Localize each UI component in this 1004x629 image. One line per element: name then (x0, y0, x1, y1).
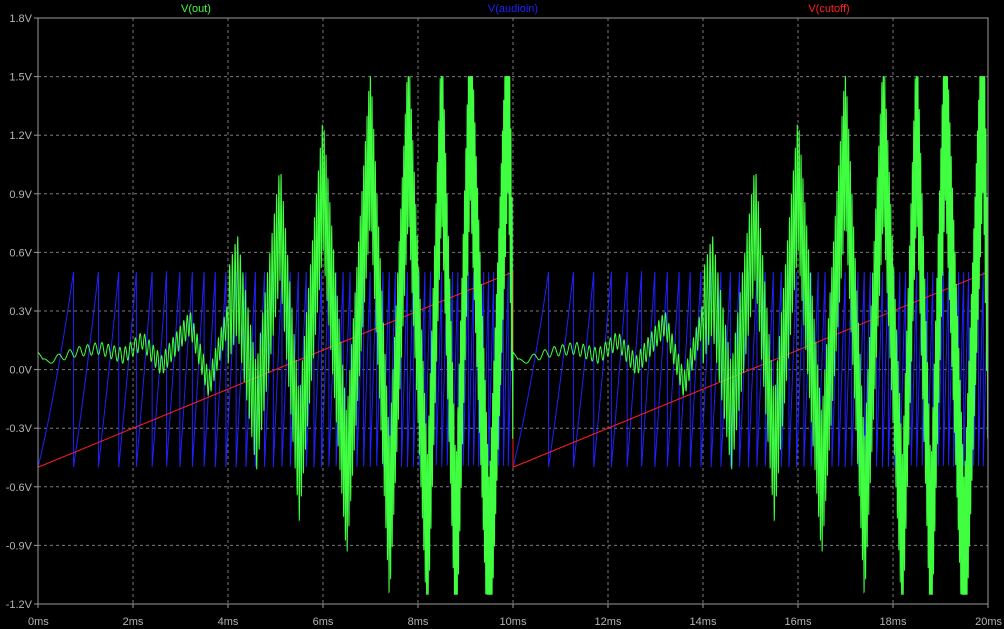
x-tick-label: 14ms (690, 616, 717, 628)
x-tick-label: 2ms (123, 616, 144, 628)
y-tick-label: 1.5V (9, 72, 32, 84)
legend: V(out) V(audioin) V(cutoff) (181, 3, 850, 15)
traces (37, 76, 989, 595)
x-tick-label: 10ms (500, 616, 527, 628)
series-out-line (37, 76, 989, 595)
x-tick-label: 6ms (313, 616, 334, 628)
y-tick-label: -0.6V (6, 482, 33, 494)
y-tick-label: 0.0V (9, 365, 32, 377)
legend-label: V(cutoff) (808, 3, 849, 15)
y-tick-label: -0.9V (6, 540, 33, 552)
x-tick-label: 16ms (785, 616, 812, 628)
x-tick-label: 20ms (975, 616, 1002, 628)
y-tick-label: 1.8V (9, 13, 32, 25)
axes-box (37, 17, 989, 605)
x-tick-label: 8ms (408, 616, 429, 628)
x-tick-label: 4ms (218, 616, 239, 628)
tick-labels: 0ms 2ms 4ms 6ms 8ms 10ms 12ms 14ms 16ms 18ms 20ms 1… (6, 13, 1003, 628)
y-tick-label: -1.2V (6, 599, 33, 611)
x-tick-label: 18ms (880, 616, 907, 628)
x-tick-label: 0ms (28, 616, 49, 628)
y-tick-label: 0.3V (9, 306, 32, 318)
legend-label: V(audioin) (488, 3, 538, 15)
legend-label: V(out) (181, 3, 211, 15)
y-tick-label: 0.6V (9, 247, 32, 259)
y-tick-label: 0.9V (9, 189, 32, 201)
y-tick-label: -0.3V (6, 423, 33, 435)
x-tick-label: 12ms (595, 616, 622, 628)
y-tick-label: 1.2V (9, 130, 32, 142)
plot-frame (34, 17, 989, 608)
